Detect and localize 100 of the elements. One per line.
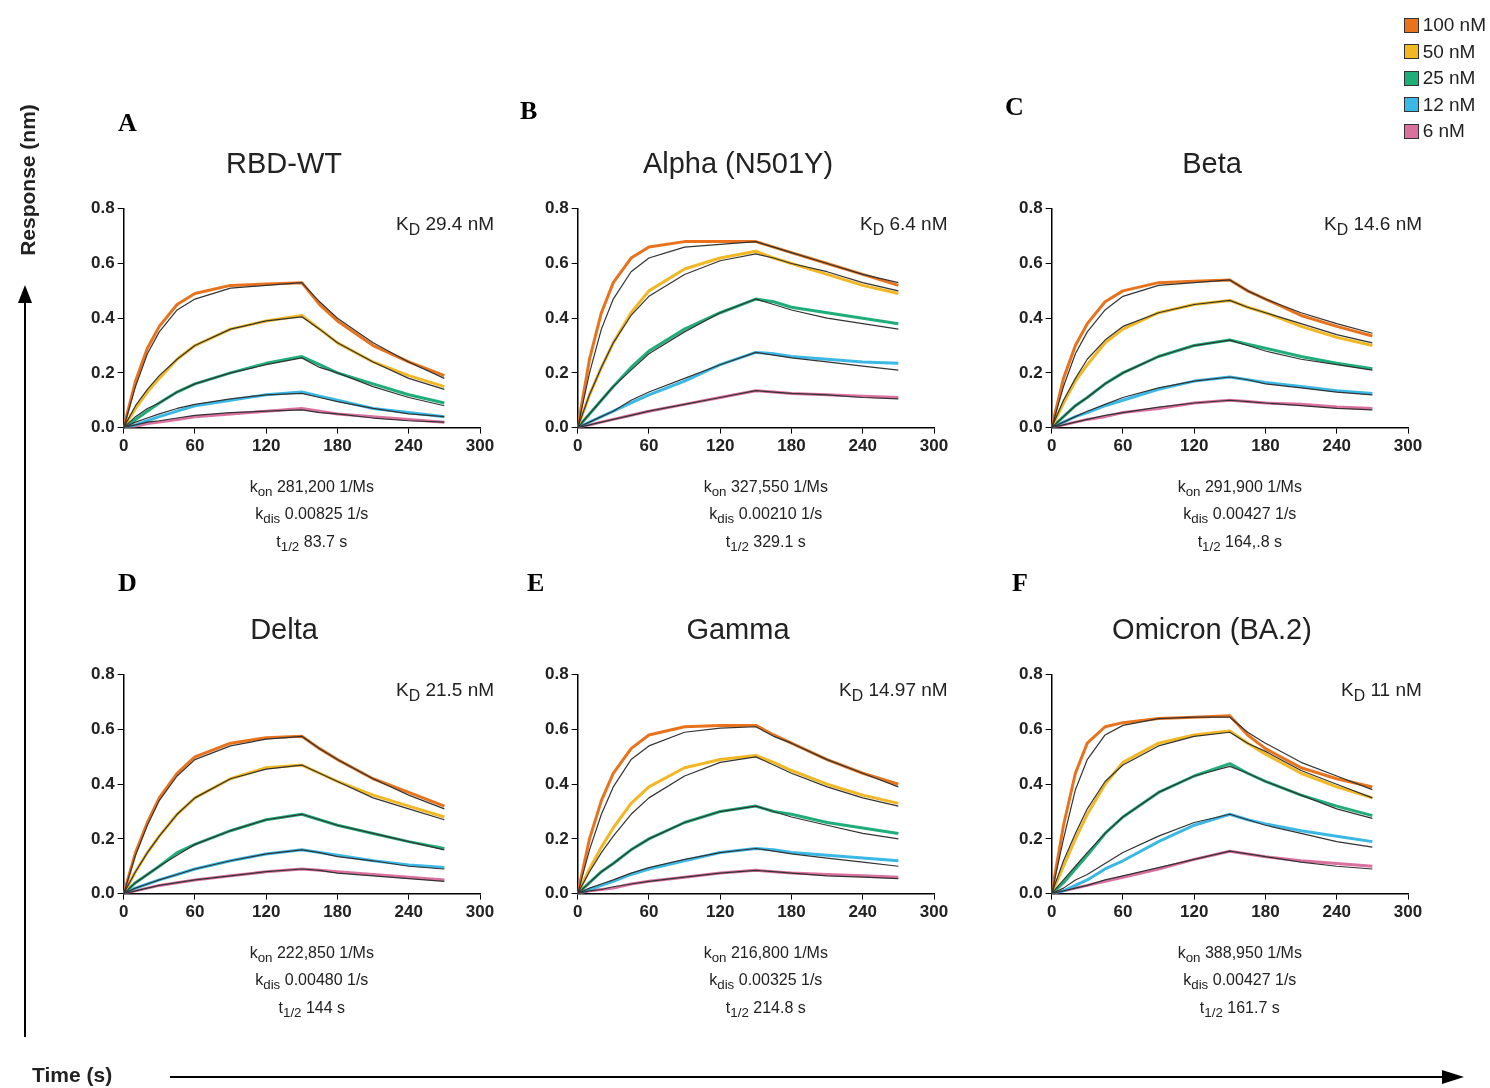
x-tick-label: 300 <box>465 436 495 456</box>
x-tick-label: 0 <box>1046 902 1057 922</box>
y-tick-label: 0.4 <box>1018 773 1044 793</box>
x-tick-label: 60 <box>639 436 659 456</box>
text: t$_{1/2}$ 144 s <box>278 998 346 1020</box>
text: F <box>1012 568 1028 598</box>
text: k$_{on}$ 281,200 1/Ms <box>249 477 374 499</box>
text: A <box>118 108 137 138</box>
chart-title: RBD-WT <box>226 147 343 180</box>
x-tick-label: 60 <box>185 902 205 922</box>
text: B <box>520 96 538 126</box>
y-tick-label: 0.6 <box>90 253 115 273</box>
y-tick-label: 0.8 <box>544 664 569 684</box>
annotation: K$_{D}$ 11 nM <box>1341 678 1422 705</box>
text: k$_{dis}$ 0.00427 1/s <box>1183 505 1297 527</box>
y-tick-label: 0.6 <box>1018 719 1043 739</box>
x-tick-label: 180 <box>777 436 806 456</box>
x-tick-label: 240 <box>848 902 877 922</box>
chart-title: Delta <box>250 613 319 646</box>
x-tick-label: 120 <box>251 902 281 922</box>
legend-label: 25 nM <box>1422 67 1476 90</box>
x-tick-label: 180 <box>1251 902 1280 922</box>
text: k$_{on}$ 222,850 1/Ms <box>249 943 374 965</box>
text: E <box>527 568 545 598</box>
annotation: K$_{D}$ 6.4 nM <box>860 212 948 239</box>
y-tick-label: 0.4 <box>544 307 570 327</box>
y-tick-label: 0.8 <box>544 198 569 218</box>
y-tick-label: 0.0 <box>90 883 115 903</box>
annotation: K$_{D}$ 14.6 nM <box>1324 212 1423 239</box>
chart-title: Alpha (N501Y) <box>642 147 834 180</box>
text: t$_{1/2}$ 83.7 s <box>276 532 348 554</box>
y-tick-label: 0.0 <box>544 417 569 437</box>
x-tick-label: 0 <box>118 436 129 456</box>
y-tick-label: 0.2 <box>90 362 115 382</box>
x-tick-label: 300 <box>919 902 949 922</box>
text: k$_{dis}$ 0.00427 1/s <box>1183 971 1297 993</box>
y-tick-label: 0.8 <box>1018 664 1043 684</box>
text: t$_{1/2}$ 329.1 s <box>725 532 806 554</box>
text: k$_{dis}$ 0.00210 1/s <box>709 505 823 527</box>
chart-title: Beta <box>1182 147 1243 180</box>
text: k$_{dis}$ 0.00325 1/s <box>709 971 823 993</box>
annotation: K$_{D}$ 29.4 nM <box>396 212 495 239</box>
x-tick-label: 60 <box>185 436 205 456</box>
x-tick-label: 0 <box>1046 436 1057 456</box>
y-tick-label: 0.8 <box>90 664 115 684</box>
text: k$_{on}$ 388,950 1/Ms <box>1177 943 1302 965</box>
x-tick-label: 240 <box>394 902 423 922</box>
y-tick-label: 0.0 <box>1018 417 1043 437</box>
x-tick-label: 60 <box>1113 436 1133 456</box>
y-tick-label: 0.6 <box>1018 253 1043 273</box>
x-tick-label: 300 <box>1393 436 1423 456</box>
x-tick-label: 240 <box>1322 436 1351 456</box>
text: k$_{on}$ 327,550 1/Ms <box>703 477 828 499</box>
x-tick-label: 0 <box>572 902 583 922</box>
y-tick-label: 0.2 <box>544 362 569 382</box>
annotation: K$_{D}$ 21.5 nM <box>396 678 495 705</box>
x-tick-label: 120 <box>705 436 735 456</box>
y-tick-label: 0.6 <box>90 719 115 739</box>
text: t$_{1/2}$ 214.8 s <box>725 998 806 1020</box>
x-tick-label: 300 <box>919 436 949 456</box>
text: k$_{on}$ 291,900 1/Ms <box>1177 477 1302 499</box>
text: k$_{on}$ 216,800 1/Ms <box>703 943 828 965</box>
x-tick-label: 240 <box>394 436 423 456</box>
x-tick-label: 120 <box>1179 902 1209 922</box>
text: t$_{1/2}$ 161.7 s <box>1199 998 1280 1020</box>
y-tick-label: 0.4 <box>90 307 116 327</box>
y-tick-label: 0.4 <box>1018 307 1044 327</box>
text: t$_{1/2}$ 164,.8 s <box>1197 532 1282 554</box>
y-tick-label: 0.8 <box>90 198 115 218</box>
chart-title: Gamma <box>686 613 791 646</box>
x-tick-label: 120 <box>705 902 735 922</box>
x-tick-label: 60 <box>1113 902 1133 922</box>
y-tick-label: 0.4 <box>544 773 570 793</box>
x-tick-label: 0 <box>118 902 129 922</box>
x-tick-label: 0 <box>572 436 583 456</box>
x-tick-label: 240 <box>1322 902 1351 922</box>
x-tick-label: 60 <box>639 902 659 922</box>
y-tick-label: 0.6 <box>544 253 569 273</box>
y-tick-label: 0.6 <box>544 719 569 739</box>
text: k$_{dis}$ 0.00825 1/s <box>255 505 369 527</box>
x-tick-label: 240 <box>848 436 877 456</box>
x-tick-label: 180 <box>1251 436 1280 456</box>
x-tick-label: 180 <box>323 436 352 456</box>
text: D <box>118 568 137 598</box>
annotation: K$_{D}$ 14.97 nM <box>839 678 948 705</box>
y-tick-label: 0.8 <box>1018 198 1043 218</box>
x-tick-label: 120 <box>251 436 281 456</box>
y-tick-label: 0.0 <box>1018 883 1043 903</box>
y-axis-title: Response (nm) <box>15 104 40 256</box>
y-tick-label: 0.2 <box>90 828 115 848</box>
x-tick-label: 180 <box>323 902 352 922</box>
y-tick-label: 0.2 <box>1018 362 1043 382</box>
x-tick-label: 180 <box>777 902 806 922</box>
y-tick-label: 0.2 <box>1018 828 1043 848</box>
legend-label: 12 nM <box>1422 93 1476 116</box>
y-tick-label: 0.0 <box>90 417 115 437</box>
text: k$_{dis}$ 0.00480 1/s <box>255 971 369 993</box>
x-tick-label: 120 <box>1179 436 1209 456</box>
y-tick-label: 0.2 <box>544 828 569 848</box>
chart-title: Omicron (BA.2) <box>1112 613 1312 646</box>
